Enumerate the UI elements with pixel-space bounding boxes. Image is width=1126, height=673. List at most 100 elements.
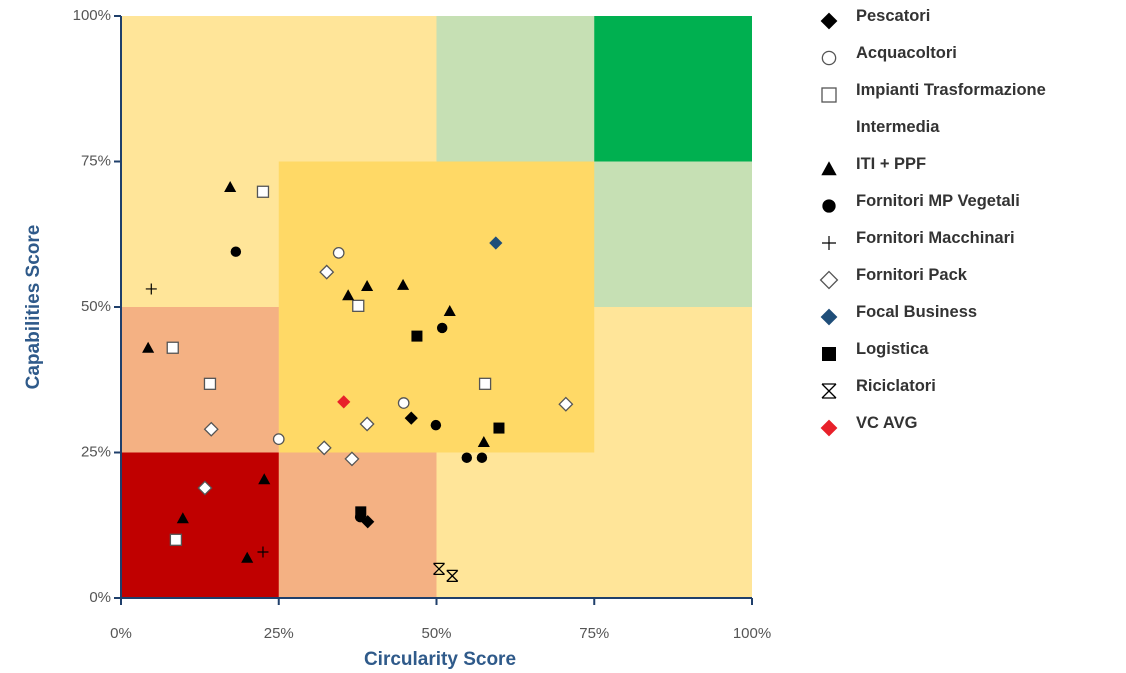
region <box>121 452 279 598</box>
regions <box>121 16 752 598</box>
marker <box>822 199 836 213</box>
marker <box>319 264 335 280</box>
marker <box>257 546 269 558</box>
legend-icon <box>821 161 837 176</box>
marker <box>355 506 367 518</box>
marker <box>359 416 375 432</box>
marker <box>332 246 345 259</box>
marker <box>344 451 360 467</box>
marker <box>224 181 237 193</box>
legend-item: VC AVG <box>818 413 1108 442</box>
legend: Pescatori Acquacoltori Impianti Trasformaz… <box>818 6 1108 450</box>
legend-item: Logistica <box>818 339 1108 368</box>
marker <box>476 452 488 463</box>
marker <box>446 569 459 583</box>
marker <box>203 421 219 437</box>
marker <box>820 419 838 437</box>
legend-item: Fornitori Macchinari <box>818 228 1108 257</box>
legend-icon <box>822 347 836 361</box>
y-tick-label: 100% <box>73 7 111 24</box>
marker <box>397 278 410 290</box>
marker <box>272 433 285 445</box>
marker <box>822 347 836 361</box>
legend-label: VC AVG <box>856 414 918 432</box>
y-tick-label: 25% <box>81 443 111 460</box>
marker <box>822 236 836 250</box>
legend-label: Impianti Trasformazione Intermedia <box>856 81 1046 136</box>
y-tick-label: 75% <box>81 152 111 169</box>
legend-label: Acquacoltori <box>856 44 957 62</box>
marker <box>230 246 242 257</box>
x-tick-label: 0% <box>110 625 132 642</box>
marker <box>430 419 442 431</box>
marker <box>169 533 183 546</box>
legend-item: Pescatori <box>818 6 1108 35</box>
marker <box>166 341 179 354</box>
legend-label: Fornitori Macchinari <box>856 229 1015 247</box>
legend-label: Fornitori Pack <box>856 266 967 284</box>
legend-item: Focal Business <box>818 302 1108 331</box>
marker <box>558 396 574 412</box>
marker <box>352 299 365 312</box>
x-tick-label: 25% <box>264 625 294 642</box>
marker <box>256 185 270 198</box>
marker <box>203 377 217 390</box>
marker <box>197 480 213 496</box>
legend-item: ITI + PPF <box>818 154 1108 183</box>
marker <box>493 422 505 434</box>
marker <box>489 236 503 250</box>
x-tick-label: 100% <box>733 625 771 642</box>
marker <box>821 161 837 176</box>
legend-label: Focal Business <box>856 303 978 321</box>
marker <box>821 50 837 66</box>
marker <box>820 12 838 30</box>
marker <box>821 383 837 399</box>
marker <box>443 305 456 317</box>
legend-label: Logistica <box>856 340 929 358</box>
legend-icon <box>822 236 836 250</box>
marker <box>433 562 445 576</box>
legend-item: Fornitori Pack <box>818 265 1108 294</box>
marker <box>820 308 838 326</box>
marker <box>461 452 473 463</box>
y-axis-title: Capabilities Score <box>23 225 44 390</box>
marker <box>477 435 490 447</box>
marker <box>337 395 351 409</box>
marker <box>176 512 189 524</box>
x-axis-title: Circularity Score <box>364 649 516 670</box>
marker <box>404 411 418 425</box>
legend-icon <box>822 199 836 213</box>
legend-icon <box>821 87 837 103</box>
marker <box>241 551 254 563</box>
marker <box>316 440 332 456</box>
legend-label: Riciclatori <box>856 377 936 395</box>
marker <box>342 289 355 301</box>
marker <box>436 322 448 334</box>
marker <box>258 473 271 485</box>
marker <box>819 270 839 290</box>
y-tick-label: 0% <box>89 589 111 606</box>
legend-icon <box>820 419 838 437</box>
marker <box>361 279 374 291</box>
x-tick-label: 50% <box>421 625 451 642</box>
marker <box>478 377 492 390</box>
region <box>278 161 595 453</box>
legend-item: Riciclatori <box>818 376 1108 405</box>
marker <box>821 87 837 103</box>
legend-icon <box>820 308 838 326</box>
legend-item: Impianti Trasformazione Intermedia <box>818 80 1108 146</box>
legend-label: ITI + PPF <box>856 155 927 173</box>
marker <box>142 341 155 353</box>
marker <box>411 330 423 342</box>
legend-item: Fornitori MP Vegetali <box>818 191 1108 220</box>
legend-icon <box>819 270 839 290</box>
marker <box>145 283 157 295</box>
legend-icon <box>821 383 837 399</box>
region <box>594 16 752 162</box>
legend-label: Pescatori <box>856 7 931 25</box>
x-tick-label: 75% <box>579 625 609 642</box>
legend-icon <box>821 50 837 66</box>
marker <box>397 397 410 409</box>
